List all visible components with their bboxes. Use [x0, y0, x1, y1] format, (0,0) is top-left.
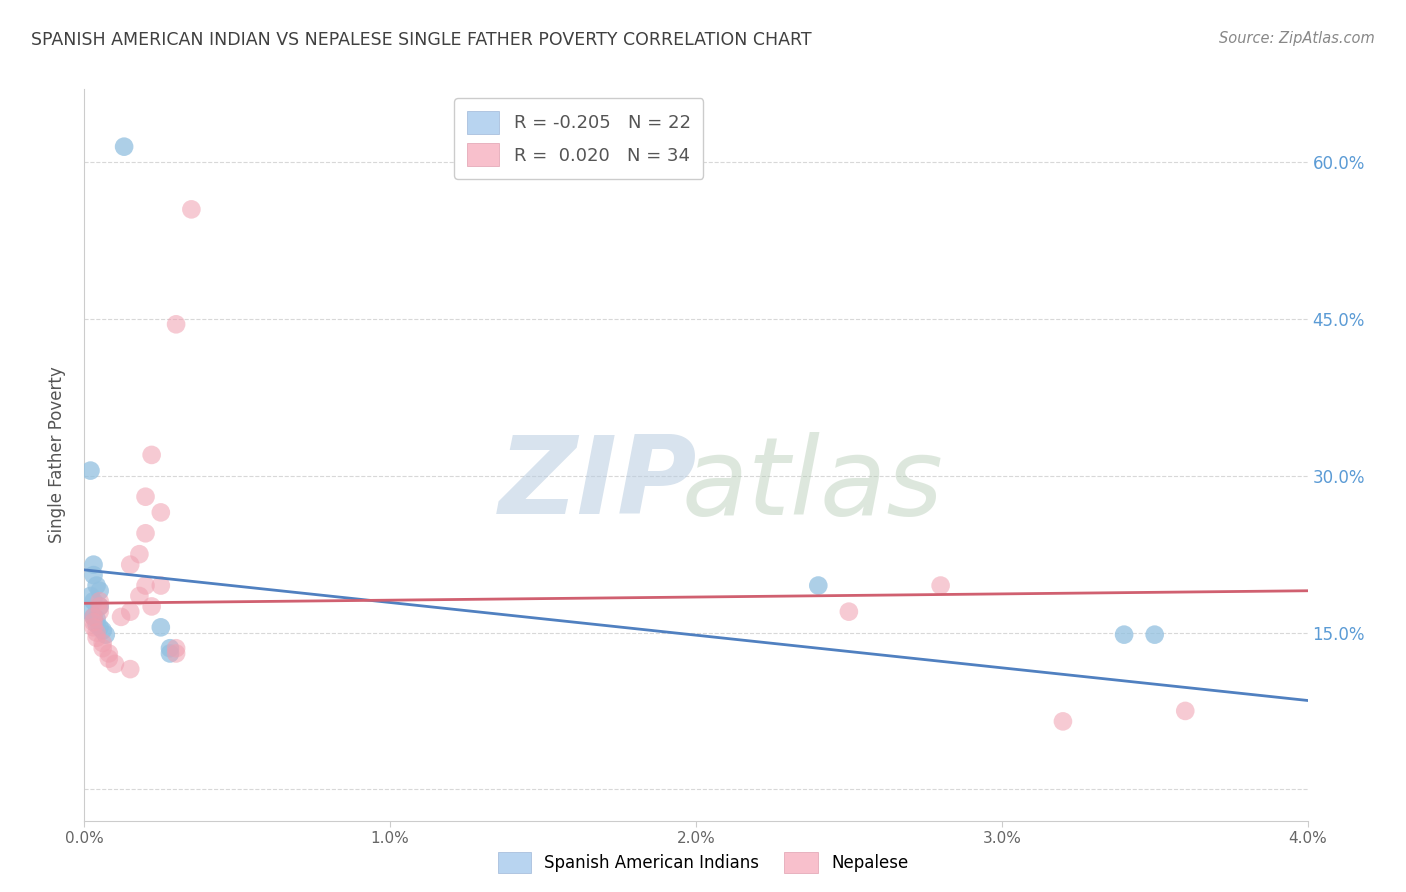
Point	[91, 624, 114, 638]
Point	[135, 526, 157, 541]
Point	[180, 202, 202, 217]
Y-axis label: Single Father Poverty: Single Father Poverty	[48, 367, 66, 543]
Text: ZIP: ZIP	[499, 431, 697, 537]
Legend: R = -0.205   N = 22, R =  0.020   N = 34: R = -0.205 N = 22, R = 0.020 N = 34	[454, 98, 703, 179]
Point	[159, 647, 181, 661]
Point	[97, 651, 120, 665]
Point	[149, 578, 172, 592]
Point	[149, 505, 172, 519]
Point	[149, 620, 172, 634]
Point	[135, 490, 157, 504]
Point	[89, 599, 111, 614]
Point	[141, 448, 163, 462]
Point	[1143, 627, 1166, 641]
Point	[165, 647, 187, 661]
Point	[83, 620, 105, 634]
Point	[112, 139, 135, 153]
Point	[89, 583, 111, 598]
Point	[135, 578, 157, 592]
Point	[1174, 704, 1197, 718]
Point	[86, 578, 108, 592]
Point	[86, 617, 108, 632]
Point	[86, 625, 108, 640]
Point	[83, 610, 105, 624]
Point	[79, 605, 101, 619]
Point	[838, 605, 860, 619]
Point	[807, 578, 830, 592]
Point	[89, 620, 111, 634]
Text: Source: ZipAtlas.com: Source: ZipAtlas.com	[1219, 31, 1375, 46]
Point	[159, 641, 181, 656]
Point	[83, 615, 105, 629]
Point	[91, 636, 114, 650]
Point	[120, 558, 142, 572]
Point	[165, 641, 187, 656]
Point	[104, 657, 127, 671]
Point	[97, 647, 120, 661]
Point	[1114, 627, 1136, 641]
Point	[79, 464, 101, 478]
Point	[83, 594, 105, 608]
Point	[83, 610, 105, 624]
Point	[929, 578, 952, 592]
Text: atlas: atlas	[682, 432, 943, 537]
Point	[165, 318, 187, 332]
Point	[110, 610, 132, 624]
Point	[89, 594, 111, 608]
Point	[1052, 714, 1074, 729]
Point	[94, 627, 117, 641]
Point	[86, 612, 108, 626]
Point	[91, 641, 114, 656]
Text: SPANISH AMERICAN INDIAN VS NEPALESE SINGLE FATHER POVERTY CORRELATION CHART: SPANISH AMERICAN INDIAN VS NEPALESE SING…	[31, 31, 811, 49]
Point	[83, 568, 105, 582]
Legend: Spanish American Indians, Nepalese: Spanish American Indians, Nepalese	[491, 846, 915, 880]
Point	[128, 547, 150, 561]
Point	[89, 599, 111, 614]
Point	[79, 589, 101, 603]
Point	[89, 605, 111, 619]
Point	[141, 599, 163, 614]
Point	[128, 589, 150, 603]
Point	[86, 631, 108, 645]
Point	[120, 662, 142, 676]
Point	[83, 558, 105, 572]
Point	[120, 605, 142, 619]
